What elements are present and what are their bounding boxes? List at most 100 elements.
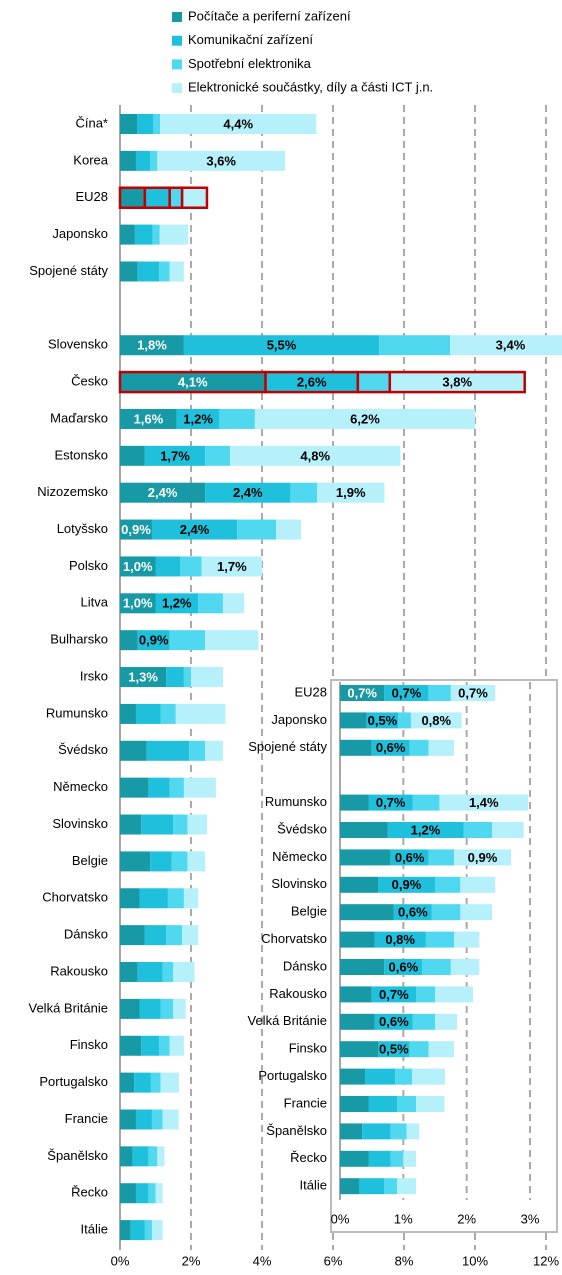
data-label: 1,2% <box>162 596 192 611</box>
data-label: 1,0% <box>123 596 153 611</box>
bar-segment <box>160 1072 179 1093</box>
y-tick-label: Itálie <box>81 1222 108 1237</box>
bar-segment <box>340 822 388 838</box>
bar-segment <box>450 335 562 356</box>
y-tick-label: Japonsko <box>52 226 108 241</box>
bar-segment <box>120 851 151 872</box>
y-tick-label: Španělsko <box>47 1148 108 1163</box>
bar-segment <box>141 1035 160 1056</box>
bar-segment <box>120 814 142 835</box>
bar-segment <box>120 408 177 429</box>
bar-segment <box>150 150 158 171</box>
legend-swatch <box>172 35 182 46</box>
bar-segment <box>359 1178 385 1195</box>
bar-segment <box>187 814 207 835</box>
y-tick-label: Litva <box>81 595 109 610</box>
bar-segment <box>340 876 378 893</box>
bar-segment <box>173 998 186 1019</box>
data-label: 0,7% <box>376 795 406 810</box>
bar-segment <box>254 408 475 429</box>
bar-segment <box>120 224 135 245</box>
y-tick-label: Estonsko <box>55 447 108 462</box>
data-label: 4,4% <box>223 116 253 131</box>
bar-segment <box>198 593 223 614</box>
y-tick-label: Dánsko <box>64 927 108 942</box>
bar-segment <box>168 186 184 209</box>
bar-segment <box>384 959 423 975</box>
data-label: 0,9% <box>392 877 422 892</box>
bar-segment <box>205 630 259 651</box>
data-label: 0,6% <box>376 740 406 755</box>
bar-segment <box>317 482 385 503</box>
bar-segment <box>390 1123 407 1140</box>
bar-segment <box>120 888 140 909</box>
data-label: 0,6% <box>398 905 428 920</box>
y-tick-label: Rumunsko <box>265 794 327 809</box>
bar-segment <box>120 1035 142 1056</box>
bar-segment <box>409 1041 429 1058</box>
bar-segment <box>340 986 372 1003</box>
bar-segment <box>120 261 138 282</box>
data-label: 2,6% <box>297 375 327 390</box>
x-tick-label: 2% <box>182 1253 201 1268</box>
bar-segment <box>151 1220 163 1241</box>
bar-segment <box>120 962 138 983</box>
bar-segment <box>356 370 392 394</box>
x-tick-label: 1% <box>394 1211 413 1226</box>
bar-segment <box>390 849 429 866</box>
bar-segment <box>368 1150 391 1167</box>
bar-segment <box>222 593 245 614</box>
bar-segment <box>454 849 511 866</box>
data-label: 1,7% <box>217 559 247 574</box>
bar-segment <box>137 962 163 983</box>
y-tick-label: Německo <box>272 849 327 864</box>
bar-segment <box>183 667 191 688</box>
y-tick-label: Dánsko <box>283 958 327 973</box>
y-tick-label: Spojené státy <box>248 739 327 754</box>
bar-segment <box>160 998 174 1019</box>
y-tick-label: Itálie <box>300 1178 327 1193</box>
bar-segment <box>183 777 216 798</box>
bar-segment <box>371 739 410 756</box>
bar-segment <box>120 335 184 356</box>
bar-segment <box>416 986 435 1003</box>
bar-segment <box>139 998 161 1019</box>
bar-segment <box>395 1068 413 1085</box>
bar-segment <box>205 482 291 503</box>
bar-segment <box>340 712 367 729</box>
bar-segment <box>340 1041 378 1058</box>
legend-swatch <box>172 12 182 22</box>
bar-segment <box>134 224 153 245</box>
bar-segment <box>166 667 184 688</box>
data-label: 0,9% <box>468 850 498 865</box>
data-label: 0,6% <box>379 1014 409 1029</box>
bar-segment <box>340 739 372 756</box>
bar-segment <box>120 593 156 614</box>
bar-segment <box>120 519 152 540</box>
bar-segment <box>169 261 184 282</box>
bar-segment <box>120 1109 136 1130</box>
bar-segment <box>340 685 385 701</box>
data-label: 1,2% <box>411 822 441 837</box>
x-tick-label: 3% <box>521 1211 540 1226</box>
bar-segment <box>144 1220 152 1241</box>
bar-segment <box>180 186 209 209</box>
bar-segment <box>155 1183 163 1204</box>
bar-segment <box>403 1150 416 1167</box>
y-tick-label: Slovinsko <box>52 816 108 831</box>
bar-segment <box>137 261 160 282</box>
bar-segment <box>180 556 202 577</box>
bar-segment <box>169 1035 184 1056</box>
data-label: 4,8% <box>300 448 330 463</box>
inset-chart: 0% 1% 2% 3% EU28 0,7% 0,7% 0,7% Japonsko 0,5% 0,8%… <box>248 682 540 1226</box>
data-label: 2,4% <box>233 485 263 500</box>
bar-segment <box>378 1041 410 1058</box>
data-label: 1,8% <box>137 338 167 353</box>
bar-segment <box>120 630 138 651</box>
y-tick-label: Švédsko <box>58 742 108 757</box>
bar-segment <box>460 876 496 893</box>
x-tick-label: 12% <box>533 1253 559 1268</box>
bar-segment <box>120 667 167 688</box>
bar-segment <box>183 335 380 356</box>
